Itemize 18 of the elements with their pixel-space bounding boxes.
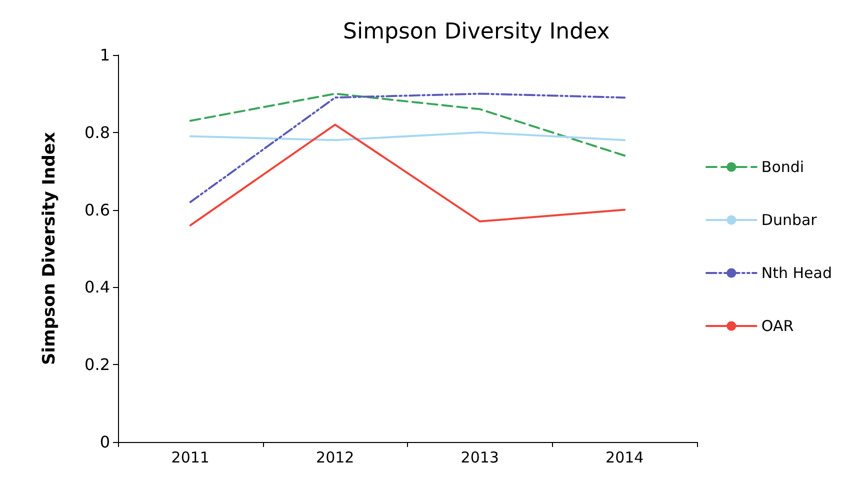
legend-label: Dunbar bbox=[761, 211, 818, 229]
line-series bbox=[189, 92, 626, 157]
legend-label: Bondi bbox=[761, 158, 804, 176]
legend-label: OAR bbox=[761, 317, 794, 335]
y-tick-label: 0.2 bbox=[84, 355, 110, 374]
y-tick-label: 0.8 bbox=[84, 122, 110, 142]
legend-label: Nth Head bbox=[761, 264, 832, 282]
x-tick-label: 2013 bbox=[460, 448, 499, 466]
chart-title: Simpson Diversity Index bbox=[343, 20, 610, 44]
x-tick-label: 2012 bbox=[316, 448, 354, 466]
y-tick-label: 0.6 bbox=[84, 200, 110, 220]
y-tick-label: 0 bbox=[100, 432, 110, 452]
x-tick-label: 2011 bbox=[171, 448, 210, 466]
y-tick-label: 1 bbox=[100, 46, 110, 64]
line-series bbox=[189, 124, 626, 226]
y-axis-title: Simpson Diversity Index bbox=[40, 132, 60, 365]
x-tick-label: 2014 bbox=[606, 448, 644, 466]
y-tick-label: 0.4 bbox=[84, 278, 110, 297]
